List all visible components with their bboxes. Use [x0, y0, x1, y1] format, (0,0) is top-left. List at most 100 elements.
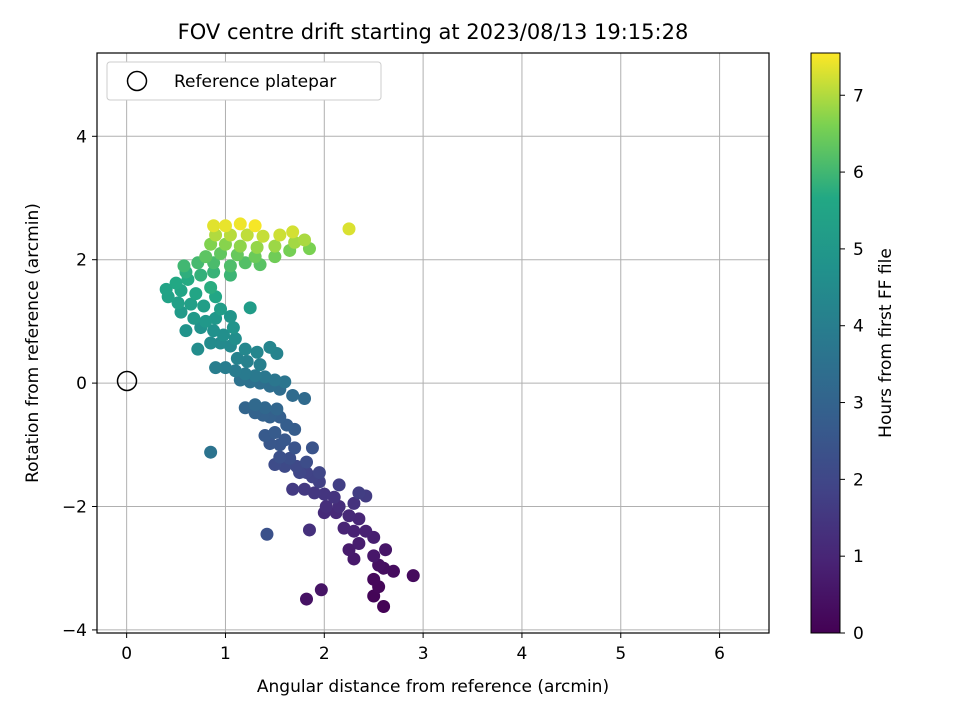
data-point: [223, 259, 237, 273]
colorbar-ticks: 0 1 2 3 4 5 6 7: [840, 86, 864, 644]
data-point: [319, 500, 333, 514]
data-point: [207, 219, 221, 233]
data-point: [286, 482, 300, 496]
data-point: [258, 401, 272, 415]
colorbar-tick-label: 3: [853, 394, 864, 414]
data-point: [317, 487, 331, 501]
data-point: [288, 441, 302, 455]
data-point: [207, 324, 221, 338]
data-point: [342, 543, 356, 557]
colorbar-label: Hours from first FF file: [876, 248, 896, 438]
data-point: [240, 228, 254, 242]
colorbar-tick-label: 0: [853, 624, 864, 644]
data-point: [209, 361, 223, 375]
data-point: [258, 429, 272, 443]
data-point: [179, 324, 193, 338]
data-point: [248, 398, 262, 412]
data-point: [367, 572, 381, 586]
colorbar-tick-label: 7: [853, 86, 864, 106]
data-point: [194, 268, 208, 282]
data-point: [377, 599, 391, 613]
data-point: [268, 373, 282, 387]
data-point: [218, 361, 232, 375]
data-point: [307, 486, 321, 500]
data-point: [332, 478, 346, 492]
data-point: [352, 512, 366, 526]
legend-marker: [126, 70, 148, 92]
colorbar: 0 1 2 3 4 5 6 7 Hours from first FF file: [810, 52, 896, 644]
data-point: [283, 451, 297, 465]
y-tick-label: −2: [62, 498, 87, 518]
data-point: [189, 287, 203, 301]
data-point: [187, 311, 201, 325]
x-tick-label: 3: [418, 644, 429, 664]
data-point: [347, 496, 361, 510]
data-point: [238, 401, 252, 415]
data-point: [191, 342, 205, 356]
data-point: [207, 265, 221, 279]
x-axis-label: Angular distance from reference (arcmin): [257, 677, 609, 697]
data-point: [243, 301, 257, 315]
data-point: [298, 392, 312, 406]
y-tick-label: 4: [76, 127, 87, 147]
colorbar-tick-label: 5: [853, 240, 864, 260]
data-point: [337, 521, 351, 535]
data-point: [204, 336, 218, 350]
data-point: [286, 388, 300, 402]
data-point: [228, 332, 242, 346]
data-point: [216, 328, 230, 342]
data-point: [258, 370, 272, 384]
y-axis-label: Rotation from reference (arcmin): [23, 203, 43, 483]
colorbar-tick-label: 1: [853, 547, 864, 567]
data-point: [270, 402, 284, 416]
data-point: [197, 299, 211, 313]
data-point: [300, 455, 314, 469]
data-point: [233, 217, 247, 231]
data-point: [248, 219, 262, 233]
data-point: [327, 490, 341, 504]
data-point: [171, 296, 185, 310]
data-point: [367, 549, 381, 563]
data-point: [298, 233, 312, 247]
x-tick-label: 2: [319, 644, 330, 664]
data-point: [223, 309, 237, 323]
data-point: [228, 364, 242, 378]
data-point: [233, 239, 247, 253]
data-point: [268, 239, 282, 253]
data-point: [286, 225, 300, 239]
data-point: [218, 219, 232, 233]
colorbar-tick-label: 4: [853, 317, 864, 337]
data-point: [406, 569, 420, 583]
colorbar-tick-label: 6: [853, 163, 864, 183]
x-tick-label: 4: [517, 644, 528, 664]
data-point: [359, 524, 373, 538]
chart-title: FOV centre drift starting at 2023/08/13 …: [178, 20, 689, 44]
data-point: [169, 276, 183, 290]
data-point: [238, 367, 252, 381]
data-point: [312, 466, 326, 480]
data-point: [199, 250, 213, 264]
data-point: [214, 302, 228, 316]
x-axis-ticks: 0 1 2 3 4 5 6: [121, 633, 725, 664]
data-point: [184, 297, 198, 311]
data-point: [240, 355, 254, 369]
data-point: [253, 358, 267, 372]
data-point: [260, 527, 274, 541]
data-point: [278, 433, 292, 447]
x-tick-label: 5: [615, 644, 626, 664]
data-point: [352, 537, 366, 551]
data-point: [223, 268, 237, 282]
data-point: [342, 509, 356, 523]
legend-box: [106, 61, 382, 101]
data-point: [238, 256, 252, 270]
legend-entry: Reference platepar: [174, 72, 336, 92]
data-point: [273, 228, 287, 242]
data-point: [204, 280, 218, 294]
data-point: [352, 486, 366, 500]
data-point: [302, 523, 316, 537]
plot-frame: [96, 52, 770, 634]
data-point: [305, 441, 319, 455]
data-point: [204, 445, 218, 459]
data-point: [298, 482, 312, 496]
